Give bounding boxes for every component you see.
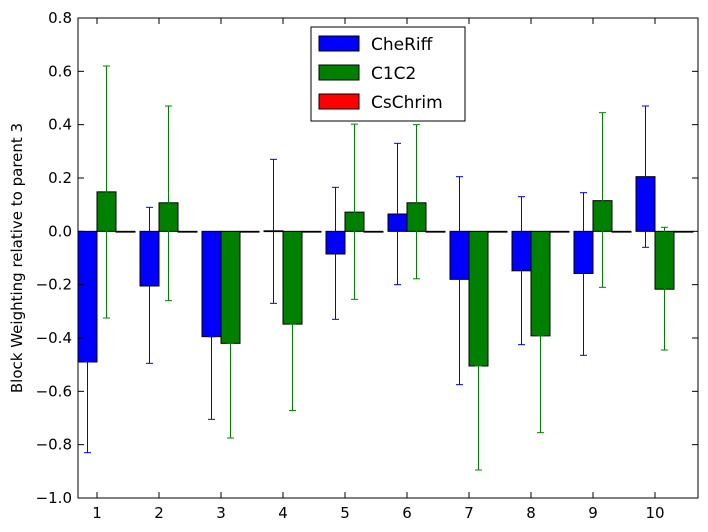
y-tick-label: 0.4 — [48, 116, 72, 134]
legend-swatch-cschrim — [318, 93, 360, 110]
bar-cschrim-8 — [549, 230, 570, 233]
y-tick-label: 0.0 — [48, 222, 72, 240]
x-tick-label: 4 — [278, 504, 288, 522]
bar-cheriff-3 — [201, 230, 222, 338]
bar-cschrim-1 — [115, 230, 136, 233]
legend-label-cschrim: CsChrim — [371, 93, 443, 113]
x-tick-label: 2 — [154, 504, 164, 522]
y-tick-label: −1.0 — [36, 489, 72, 507]
y-tick-label: 0.6 — [48, 62, 72, 80]
y-ticks-layer: −1.0 −0.8 −0.6 −0.4 −0.2 0.0 0.2 0.4 0.6 0.8 — [36, 9, 698, 507]
bar-cheriff-1 — [77, 230, 98, 363]
legend-swatch-c1c2 — [318, 64, 360, 81]
x-tick-label: 3 — [216, 504, 226, 522]
legend: CheRiff C1C2 CsChrim — [310, 26, 466, 122]
y-tick-label: 0.8 — [48, 9, 72, 27]
y-tick-label: −0.2 — [36, 276, 72, 294]
x-tick-label: 6 — [402, 504, 412, 522]
x-tick-label: 1 — [92, 504, 102, 522]
legend-label-c1c2: C1C2 — [371, 64, 416, 84]
bar-c1c2-3 — [220, 230, 241, 344]
x-tick-label: 10 — [645, 504, 664, 522]
bar-cschrim-9 — [611, 230, 632, 233]
x-tick-label: 7 — [464, 504, 474, 522]
plot-frame — [77, 17, 699, 499]
bar-cschrim-6 — [425, 230, 446, 233]
y-axis-label: Block Weighting relative to parent 3 — [8, 123, 26, 393]
x-ticks-layer: 1 2 3 4 5 6 7 8 9 10 — [92, 18, 665, 522]
bar-c1c2-8 — [530, 230, 551, 337]
bar-cschrim-10 — [673, 230, 694, 233]
bar-cschrim-3 — [239, 230, 260, 233]
x-tick-label: 8 — [526, 504, 536, 522]
bar-c1c2-7 — [468, 230, 489, 367]
bar-c1c2-4 — [282, 230, 303, 325]
bars-layer — [77, 176, 694, 367]
bar-cschrim-4 — [301, 230, 322, 233]
legend-label-cheriff: CheRiff — [371, 35, 434, 55]
bar-cschrim-7 — [487, 230, 508, 233]
x-tick-label: 5 — [340, 504, 350, 522]
x-tick-label: 9 — [588, 504, 598, 522]
legend-swatch-cheriff — [318, 35, 360, 52]
error-bars-layer — [84, 65, 668, 471]
y-tick-label: −0.6 — [36, 382, 72, 400]
bar-cschrim-5 — [363, 230, 384, 233]
y-tick-label: −0.8 — [36, 436, 72, 454]
bar-cschrim-2 — [177, 230, 198, 233]
y-tick-label: 0.2 — [48, 169, 72, 187]
y-tick-label: −0.4 — [36, 329, 72, 347]
